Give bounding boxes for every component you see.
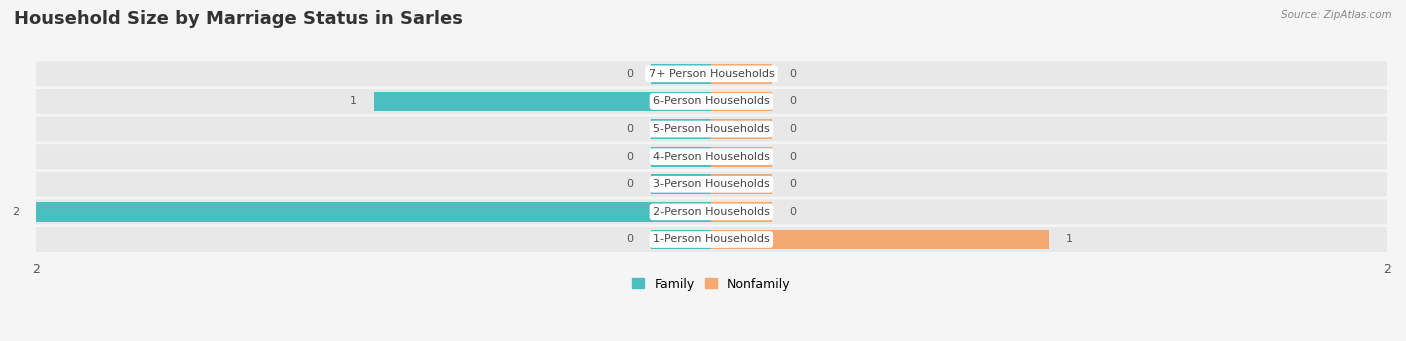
Bar	[711, 119, 772, 139]
Bar	[651, 147, 711, 167]
Bar	[651, 229, 711, 249]
Bar	[651, 119, 711, 139]
Bar	[711, 229, 1049, 249]
Text: 0: 0	[789, 124, 796, 134]
Bar	[374, 91, 711, 112]
Text: 2: 2	[11, 207, 18, 217]
Text: 0: 0	[789, 97, 796, 106]
Bar	[651, 174, 711, 194]
Text: 4-Person Households: 4-Person Households	[652, 152, 770, 162]
FancyBboxPatch shape	[22, 61, 1400, 86]
Text: 5-Person Households: 5-Person Households	[652, 124, 769, 134]
FancyBboxPatch shape	[22, 227, 1400, 252]
Text: 7+ Person Households: 7+ Person Households	[648, 69, 775, 79]
Text: 0: 0	[627, 179, 634, 189]
Text: 1: 1	[1066, 235, 1073, 244]
Text: 2-Person Households: 2-Person Households	[652, 207, 770, 217]
FancyBboxPatch shape	[22, 117, 1400, 142]
Bar	[651, 64, 711, 84]
FancyBboxPatch shape	[22, 172, 1400, 197]
Bar	[711, 147, 772, 167]
Text: 0: 0	[627, 69, 634, 79]
Bar	[711, 202, 772, 222]
Text: 0: 0	[627, 152, 634, 162]
Bar	[711, 64, 772, 84]
Text: 0: 0	[789, 179, 796, 189]
Text: 0: 0	[789, 207, 796, 217]
FancyBboxPatch shape	[22, 144, 1400, 169]
Text: 1: 1	[350, 97, 357, 106]
Legend: Family, Nonfamily: Family, Nonfamily	[627, 272, 796, 296]
Bar	[35, 202, 711, 222]
Text: 0: 0	[789, 69, 796, 79]
FancyBboxPatch shape	[22, 89, 1400, 114]
Text: 6-Person Households: 6-Person Households	[652, 97, 769, 106]
Text: 0: 0	[627, 124, 634, 134]
FancyBboxPatch shape	[22, 199, 1400, 224]
Text: 3-Person Households: 3-Person Households	[652, 179, 769, 189]
Bar	[711, 174, 772, 194]
Text: Source: ZipAtlas.com: Source: ZipAtlas.com	[1281, 10, 1392, 20]
Text: Household Size by Marriage Status in Sarles: Household Size by Marriage Status in Sar…	[14, 10, 463, 28]
Text: 1-Person Households: 1-Person Households	[652, 235, 769, 244]
Text: 0: 0	[627, 235, 634, 244]
Bar	[711, 91, 772, 112]
Text: 0: 0	[789, 152, 796, 162]
